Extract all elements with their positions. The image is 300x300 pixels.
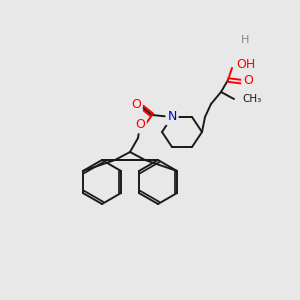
Text: OH: OH: [236, 58, 255, 71]
Text: N: N: [167, 110, 177, 124]
Text: OH: OH: [237, 59, 256, 73]
Text: O: O: [135, 118, 145, 131]
Text: CH₃: CH₃: [242, 94, 261, 104]
Text: O: O: [244, 76, 254, 88]
Text: H: H: [241, 35, 249, 45]
Text: O: O: [243, 74, 253, 88]
Text: O: O: [131, 98, 141, 112]
